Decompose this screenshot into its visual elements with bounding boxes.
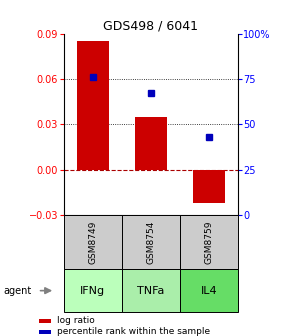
Text: GSM8754: GSM8754 xyxy=(146,220,155,264)
Bar xyxy=(64,215,122,269)
Bar xyxy=(39,330,51,334)
Text: log ratio: log ratio xyxy=(57,317,95,326)
Title: GDS498 / 6041: GDS498 / 6041 xyxy=(103,19,198,33)
Text: IL4: IL4 xyxy=(200,286,217,296)
Text: GSM8759: GSM8759 xyxy=(204,220,213,264)
Text: TNFa: TNFa xyxy=(137,286,164,296)
Bar xyxy=(180,215,238,269)
Bar xyxy=(135,117,167,170)
Text: percentile rank within the sample: percentile rank within the sample xyxy=(57,327,210,336)
Bar xyxy=(64,269,122,312)
Bar xyxy=(180,269,238,312)
Text: IFNg: IFNg xyxy=(80,286,105,296)
Text: agent: agent xyxy=(3,286,31,296)
Bar xyxy=(39,319,51,323)
Bar xyxy=(122,215,180,269)
Bar xyxy=(122,269,180,312)
Bar xyxy=(77,41,109,170)
Bar xyxy=(193,170,225,203)
Text: GSM8749: GSM8749 xyxy=(88,220,97,264)
